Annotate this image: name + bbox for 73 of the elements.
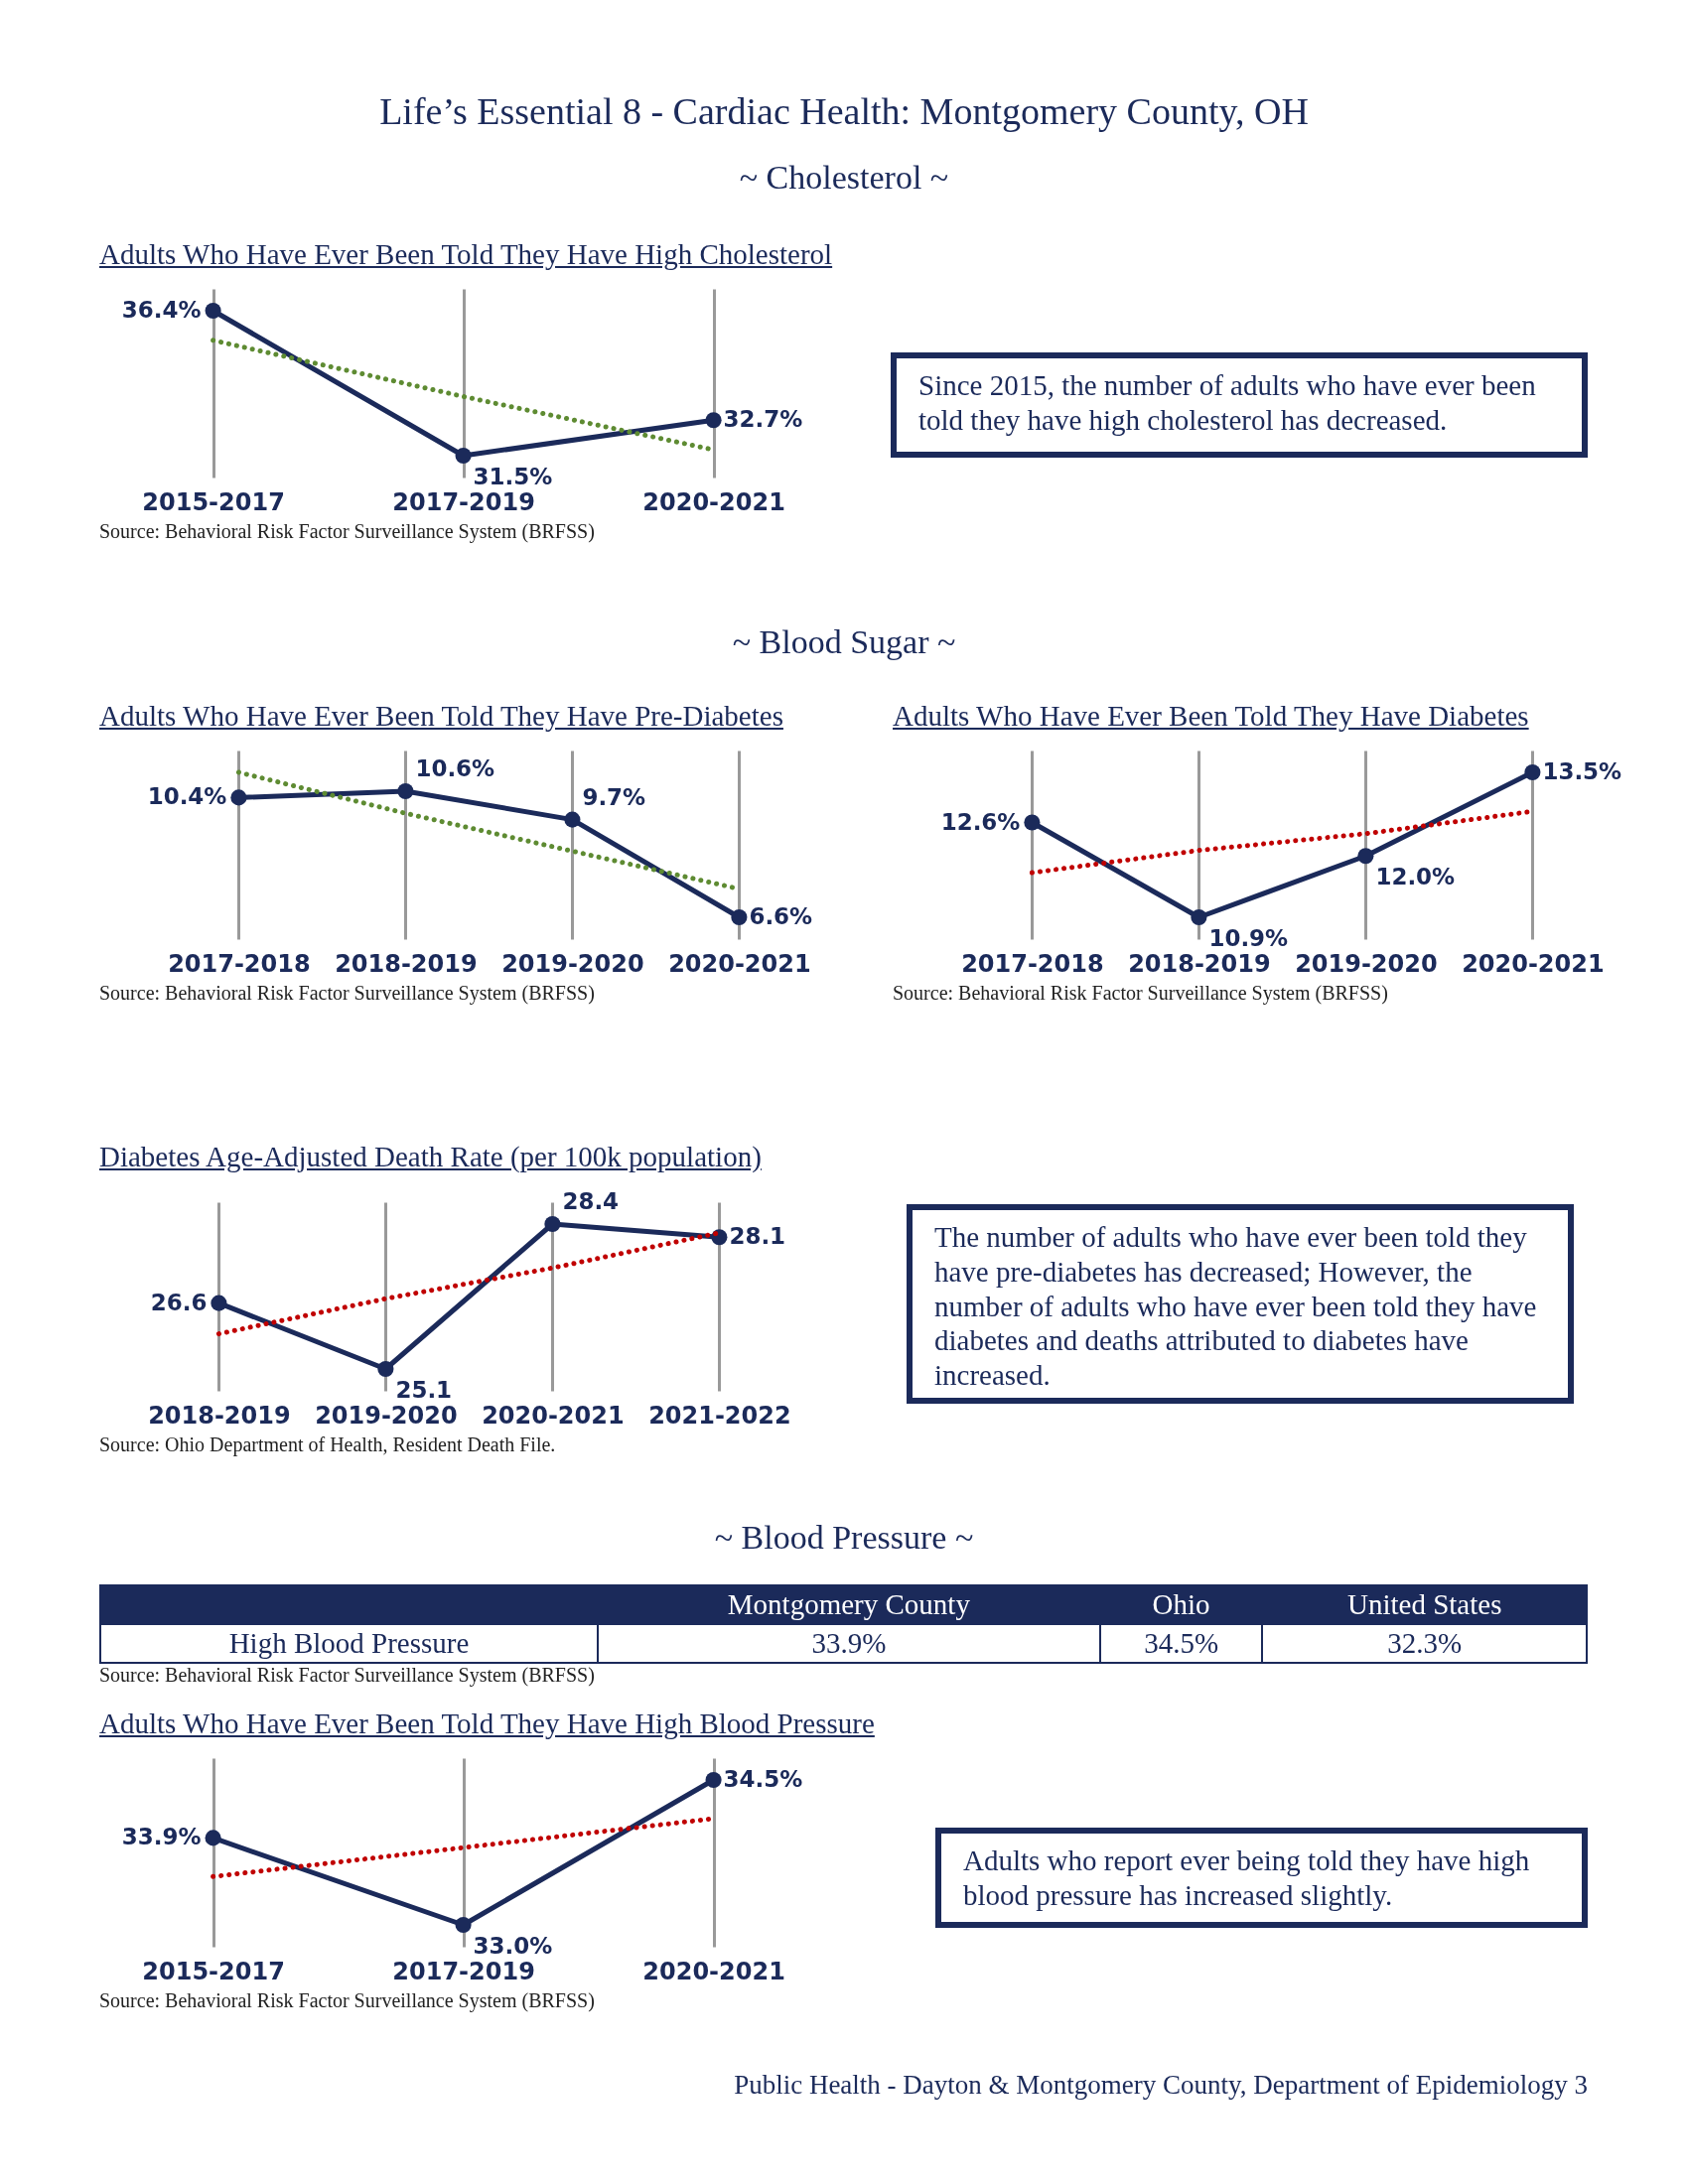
data-label: 6.6% [749,903,813,929]
point [1191,908,1207,926]
x-tick-label: 2020-2021 [642,488,785,517]
data-label: 10.6% [415,755,495,782]
data-label: 36.4% [121,297,202,323]
point [377,1360,394,1378]
source-note: Source: Behavioral Risk Factor Surveillance System (BRFSS) [893,982,1389,1005]
data-label: 33.9% [121,1824,202,1850]
x-tick-label: 2015-2017 [142,488,285,517]
data-label: 34.5% [1099,1624,1263,1663]
data-label: 26.6 [150,1289,208,1315]
x-tick-label: 2018-2019 [148,1402,291,1431]
data-label: 25.1 [395,1377,453,1403]
point [731,908,748,926]
point [211,1295,227,1311]
text: Public Health - Dayton & Montgomery County, Department of Epidemiology 3 [733,2070,1588,2101]
source-note: Source: Behavioral Risk Factor Surveillance System (BRFSS) [99,1989,596,2012]
x-tick-label: 2017-2019 [392,488,535,517]
text: ~ Blood Pressure ~ [713,1519,975,1557]
category-label: Ohio [1099,1585,1263,1624]
text: The number of adults who have ever been told they have pre-diabetes has decreased; However, the number of adults who have ever been told they have diabetes and deaths attributed to diabetes have increased. [934,1220,1538,1393]
text: Since 2015, the number of adults who have ever been told they have high cholesterol has decreased. [918,368,1537,438]
point [1524,763,1541,781]
x-tick-label: 2020-2021 [642,1958,785,1986]
x-tick-label: 2020-2021 [482,1402,625,1431]
data-label: 33.9% [597,1624,1100,1663]
x-tick-label: 2018-2019 [1128,950,1271,979]
data-label: 9.7% [582,783,646,810]
data-label: 12.0% [1375,864,1456,890]
category-label: Montgomery County [597,1585,1100,1624]
source-note: Source: Behavioral Risk Factor Surveillance System (BRFSS) [99,520,596,543]
x-tick-label: 2017-2018 [168,950,311,979]
x-tick-label: 2020-2021 [1462,950,1605,979]
point [1357,848,1374,865]
source-note: Source: Behavioral Risk Factor Surveillance System (BRFSS) [99,982,596,1005]
category-label: United States [1262,1585,1587,1624]
x-tick-label: 2020-2021 [668,950,811,979]
text: ~ Blood Sugar ~ [731,623,957,661]
x-tick-label: 2017-2019 [392,1958,535,1986]
point [564,811,581,828]
text: ~ Cholesterol ~ [738,159,950,197]
text: Adults who report ever being told they have high blood pressure has increased slightly. [963,1843,1531,1913]
source-note: Source: Ohio Department of Health, Resident Death File. [99,1433,557,1456]
data-label: 10.9% [1208,925,1289,951]
point [230,789,247,806]
x-tick-label: 2017-2018 [961,950,1104,979]
data-label: 32.3% [1262,1624,1587,1663]
data-label: 13.5% [1542,758,1622,784]
data-label: 10.4% [147,783,227,810]
x-tick-label: 2021-2022 [648,1402,791,1431]
x-tick-label: 2018-2019 [335,950,478,979]
data-label: 34.5% [723,1766,803,1792]
data-label: 12.6% [940,808,1021,835]
chart-title: Adults Who Have Ever Been Told They Have High Cholesterol [99,238,833,271]
data-label: 28.4 [562,1188,620,1214]
x-tick-label: 2019-2020 [1295,950,1438,979]
text: Life’s Essential 8 - Cardiac Health: Montgomery County, OH [378,89,1310,133]
point [1024,814,1041,831]
chart-title: Adults Who Have Ever Been Told They Have Diabetes [893,700,1530,733]
data-label: 28.1 [729,1223,786,1250]
x-tick-label: 2015-2017 [142,1958,285,1986]
x-tick-label: 2019-2020 [501,950,644,979]
x-tick-label: 2019-2020 [315,1402,458,1431]
data-label: 31.5% [473,464,553,489]
text: High Blood Pressure [100,1624,598,1663]
point [397,783,414,800]
chart-title: Adults Who Have Ever Been Told They Have High Blood Pressure [99,1707,875,1740]
point [544,1215,561,1233]
source-note: Source: Behavioral Risk Factor Surveillance System (BRFSS) [99,1664,596,1687]
chart-title: Diabetes Age-Adjusted Death Rate (per 100k population) [99,1141,763,1173]
chart-title: Adults Who Have Ever Been Told They Have Pre-Diabetes [99,700,784,733]
data-label: 33.0% [473,1933,553,1959]
data-label: 32.7% [723,406,803,433]
